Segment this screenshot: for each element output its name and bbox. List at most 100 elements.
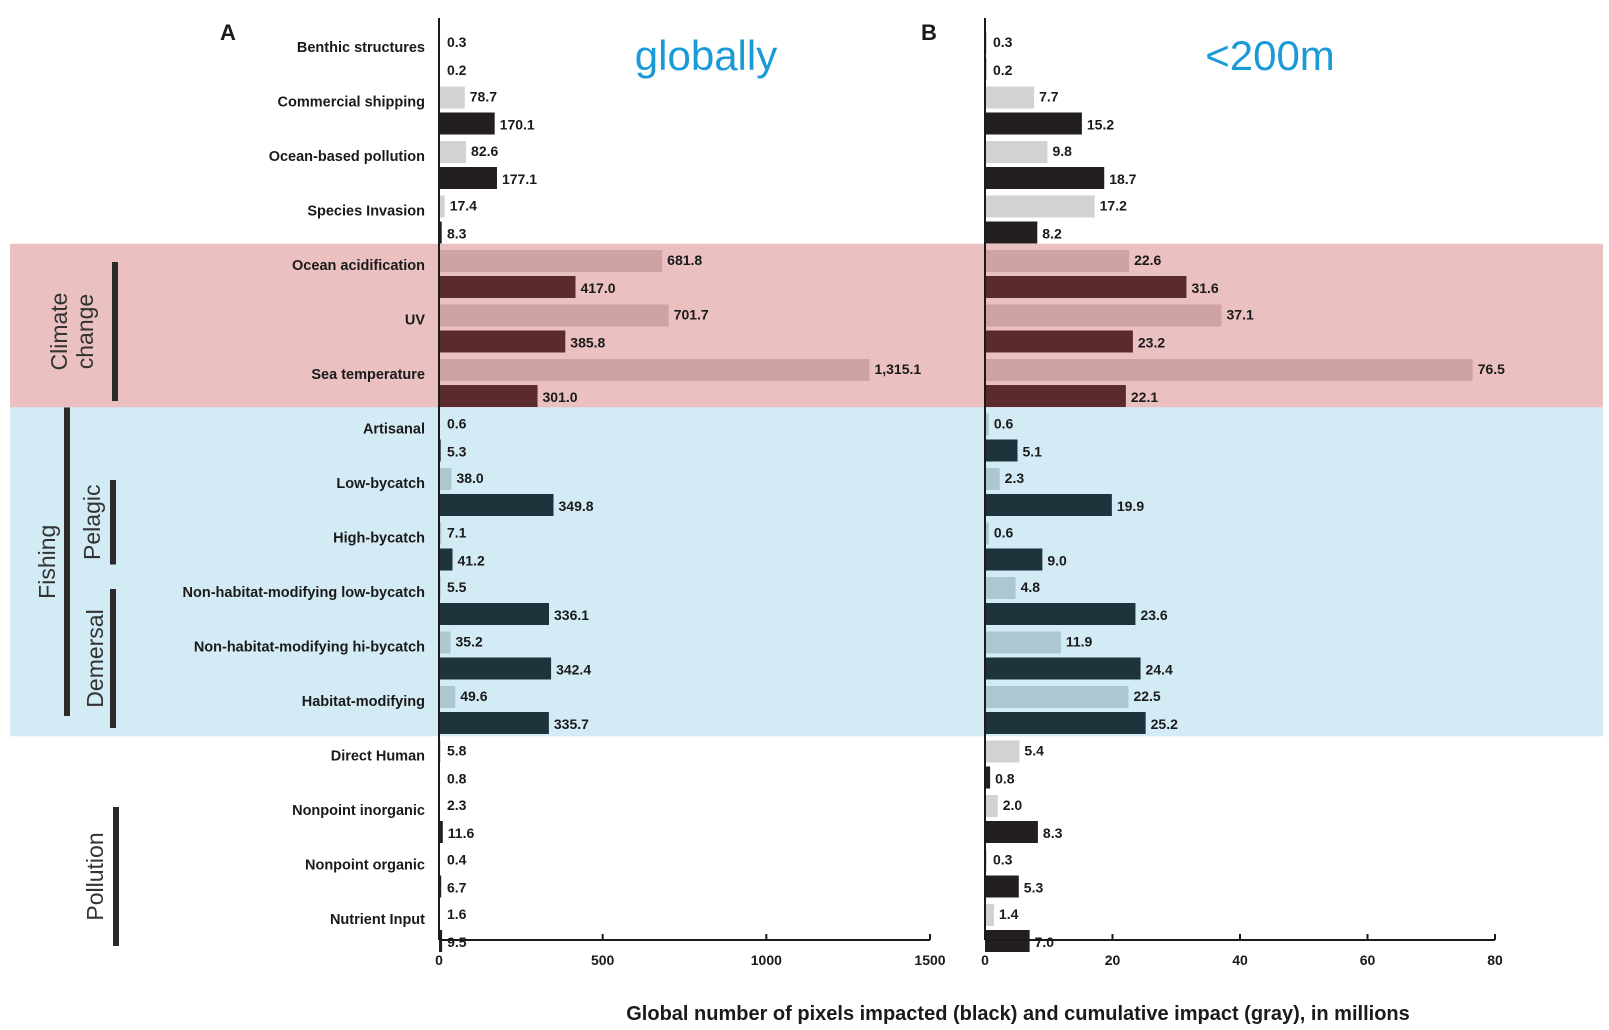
category-label: UV — [405, 313, 425, 329]
value-label-black: 8.2 — [1042, 226, 1062, 242]
x-tick-label: 60 — [1360, 952, 1376, 968]
bar-black-species-invasion — [439, 221, 442, 244]
value-label-gray: 7.7 — [1039, 89, 1059, 105]
bar-gray-ocean-based-pollution — [439, 141, 467, 163]
value-label-gray: 0.6 — [994, 525, 1014, 541]
value-label-gray: 2.0 — [1003, 797, 1023, 813]
bar-gray-artisanal — [985, 413, 989, 436]
value-label-gray: 5.4 — [1024, 743, 1044, 759]
value-label-black: 5.3 — [447, 444, 467, 460]
bar-black-direct-human — [985, 766, 991, 789]
value-label-gray: 37.1 — [1227, 307, 1254, 323]
bar-gray-non-habitat-modifying-low-bycatch — [985, 577, 1016, 599]
category-label: Low-bycatch — [336, 476, 425, 492]
bar-gray-sea-temperature — [985, 359, 1473, 381]
bar-black-nonpoint-organic — [985, 875, 1019, 898]
value-label-gray: 5.5 — [447, 579, 467, 595]
bar-gray-nonpoint-inorganic — [985, 795, 998, 817]
bar-gray-ocean-acidification — [985, 250, 1130, 272]
category-label: Nonpoint organic — [305, 858, 425, 874]
value-label-gray: 0.3 — [993, 34, 1013, 50]
panel-annotation: globally — [635, 32, 777, 79]
bar-gray-uv — [985, 304, 1222, 327]
bar-gray-sea-temperature — [439, 359, 870, 381]
value-label-gray: 5.8 — [447, 743, 467, 759]
bar-black-species-invasion — [985, 221, 1038, 244]
bar-black-low-bycatch — [985, 494, 1112, 516]
value-label-gray: 0.6 — [447, 416, 467, 432]
value-label-gray: 701.7 — [674, 307, 709, 323]
bar-gray-habitat-modifying — [439, 686, 456, 708]
bar-black-non-habitat-modifying-hi-bycatch — [985, 657, 1141, 680]
value-label-gray: 7.1 — [447, 525, 467, 541]
value-label-gray: 0.3 — [447, 34, 467, 50]
value-label-black: 0.8 — [995, 771, 1015, 787]
value-label-black: 23.2 — [1138, 335, 1165, 351]
bar-gray-species-invasion — [985, 195, 1095, 218]
bar-black-ocean-acidification — [439, 276, 576, 298]
bar-gray-direct-human — [985, 740, 1020, 763]
value-label-gray: 38.0 — [456, 470, 483, 486]
bar-gray-species-invasion — [439, 195, 445, 218]
panel-annotation: <200m — [1205, 32, 1335, 79]
x-tick-label: 40 — [1232, 952, 1248, 968]
group-label-fishing: Fishing — [34, 525, 60, 599]
value-label-black: 8.3 — [1043, 825, 1063, 841]
bar-gray-non-habitat-modifying-hi-bycatch — [985, 631, 1061, 654]
bar-gray-low-bycatch — [439, 468, 452, 490]
value-label-black: 8.3 — [447, 226, 467, 242]
bar-gray-non-habitat-modifying-hi-bycatch — [439, 631, 451, 654]
bar-gray-high-bycatch — [985, 522, 989, 545]
x-tick-label: 20 — [1105, 952, 1121, 968]
category-label: Nonpoint inorganic — [292, 803, 425, 819]
value-label-gray: 681.8 — [667, 252, 702, 268]
value-label-black: 417.0 — [580, 280, 615, 296]
value-label-black: 25.2 — [1151, 716, 1178, 732]
value-label-black: 23.6 — [1140, 607, 1167, 623]
category-label: Ocean acidification — [292, 258, 425, 274]
category-label: Sea temperature — [311, 367, 425, 383]
category-label: Non-habitat-modifying hi-bycatch — [194, 640, 425, 656]
value-label-gray: 78.7 — [470, 89, 497, 105]
value-label-black: 177.1 — [502, 171, 537, 187]
value-label-black: 301.0 — [543, 389, 578, 405]
band-climate-change — [10, 243, 1603, 410]
value-label-black: 385.8 — [570, 335, 605, 351]
value-label-black: 0.2 — [993, 62, 1013, 78]
value-label-black: 6.7 — [447, 880, 467, 896]
x-tick-label: 1000 — [751, 952, 782, 968]
bar-gray-ocean-acidification — [439, 250, 663, 272]
band-fishing — [10, 407, 1603, 737]
value-label-gray: 82.6 — [471, 143, 498, 159]
bar-black-non-habitat-modifying-low-bycatch — [439, 603, 550, 625]
bar-black-ocean-acidification — [985, 276, 1187, 298]
value-label-black: 9.0 — [1047, 553, 1067, 569]
value-label-gray: 2.3 — [1005, 470, 1025, 486]
value-label-black: 41.2 — [457, 553, 484, 569]
value-label-black: 0.8 — [447, 771, 467, 787]
bar-black-artisanal — [985, 439, 1018, 462]
panel-letter: A — [220, 20, 236, 45]
value-label-gray: 2.3 — [447, 797, 467, 813]
bar-black-nonpoint-organic — [439, 875, 442, 898]
bar-gray-uv — [439, 304, 669, 327]
bar-gray-high-bycatch — [439, 522, 442, 545]
value-label-gray: 1.4 — [999, 906, 1019, 922]
value-label-black: 335.7 — [554, 716, 589, 732]
category-label: Commercial shipping — [278, 95, 425, 111]
category-group-labels: Climatechange Fishing Pelagic Demersal Pollu… — [34, 262, 119, 946]
group-bracket-climate-change — [112, 262, 118, 401]
bar-black-sea-temperature — [985, 385, 1126, 407]
x-tick-label: 80 — [1487, 952, 1503, 968]
category-label: High-bycatch — [333, 531, 425, 547]
group-bracket-pollution — [113, 807, 119, 946]
value-label-gray: 0.6 — [994, 416, 1014, 432]
value-label-gray: 35.2 — [456, 634, 483, 650]
bar-black-non-habitat-modifying-low-bycatch — [985, 603, 1136, 625]
value-label-gray: 76.5 — [1478, 361, 1505, 377]
value-label-gray: 17.2 — [1100, 198, 1127, 214]
x-tick-label: 0 — [435, 952, 443, 968]
value-label-black: 0.2 — [447, 62, 467, 78]
